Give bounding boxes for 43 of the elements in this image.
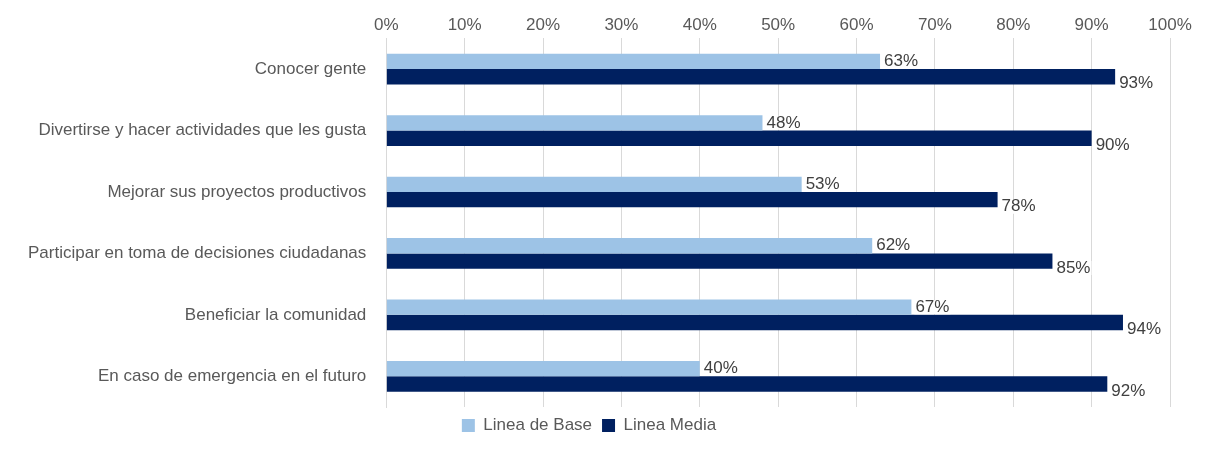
bar xyxy=(386,238,873,254)
x-tick-label: 100% xyxy=(1148,14,1192,34)
bar xyxy=(386,376,1108,392)
bar xyxy=(386,360,700,377)
x-tick-label: 30% xyxy=(604,14,639,34)
data-label: 63% xyxy=(884,51,919,71)
data-label: 94% xyxy=(1126,319,1162,339)
bar xyxy=(386,130,1092,146)
x-tick-label: 0% xyxy=(374,14,399,34)
bar xyxy=(386,53,881,70)
data-label: 48% xyxy=(766,112,801,132)
bar xyxy=(386,176,802,192)
data-label: 90% xyxy=(1095,134,1130,154)
bar xyxy=(386,253,1053,269)
y-tick-label: En caso de emergencia en el futuro xyxy=(97,365,367,385)
data-label: 53% xyxy=(805,173,840,193)
legend-label: Linea Media xyxy=(623,415,717,435)
data-label: 62% xyxy=(876,235,911,255)
data-label: 85% xyxy=(1056,257,1091,277)
x-tick-label: 50% xyxy=(761,14,796,34)
x-tick-label: 20% xyxy=(526,14,561,34)
x-tick-label: 70% xyxy=(917,14,952,34)
x-tick-label: 40% xyxy=(682,14,717,34)
x-tick-label: 10% xyxy=(447,14,482,34)
data-label: 67% xyxy=(915,296,950,316)
y-tick-label: Participar en toma de decisiones ciudadanas xyxy=(27,243,367,263)
data-label: 78% xyxy=(1001,196,1036,216)
x-tick-label: 60% xyxy=(839,14,874,34)
bar xyxy=(386,115,763,131)
bar xyxy=(386,299,912,315)
legend-label: Linea de Base xyxy=(483,415,593,435)
y-tick-label: Divertirse y hacer actividades que les gusta xyxy=(38,120,367,140)
y-tick-label: Mejorar sus proyectos productivos xyxy=(107,181,367,201)
data-label: 93% xyxy=(1119,73,1154,93)
data-label: 92% xyxy=(1111,380,1146,400)
bar xyxy=(386,314,1123,331)
y-tick-label: Beneficiar la comunidad xyxy=(184,304,367,324)
x-tick-label: 90% xyxy=(1074,14,1109,34)
bar xyxy=(386,191,998,208)
bar xyxy=(386,69,1116,85)
x-tick-label: 80% xyxy=(996,14,1031,34)
y-tick-label: Conocer gente xyxy=(254,58,367,78)
data-label: 40% xyxy=(703,358,738,378)
